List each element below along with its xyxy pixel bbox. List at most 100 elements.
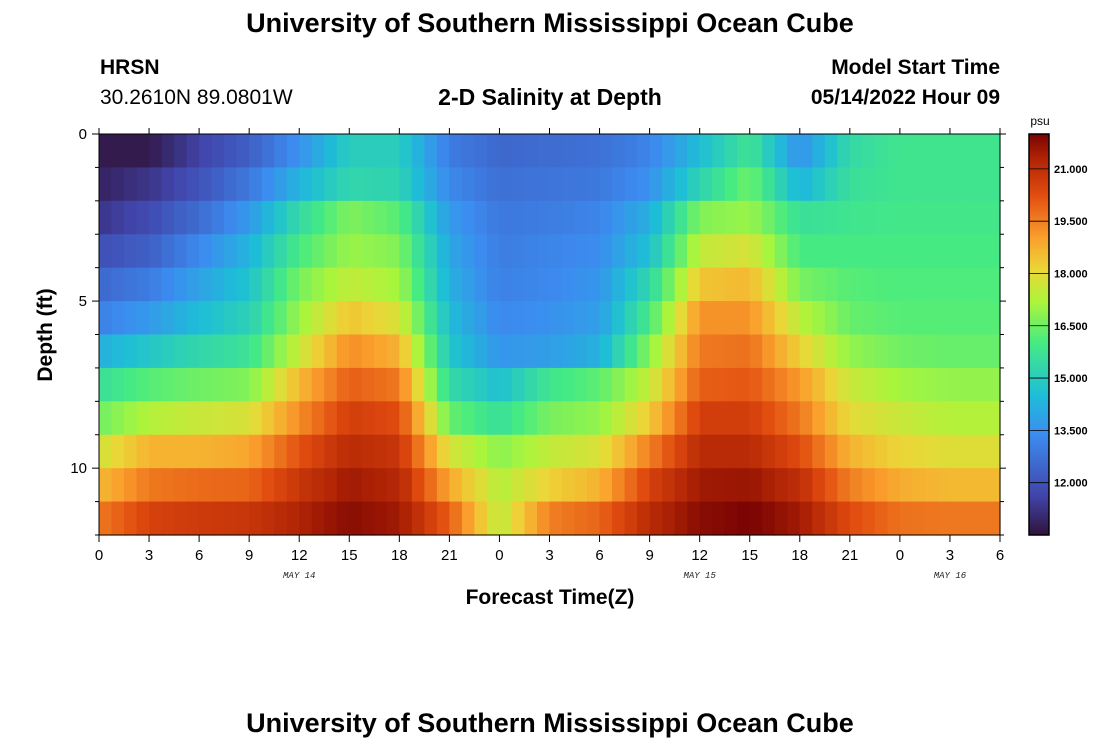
heatmap-cell bbox=[186, 468, 200, 503]
heatmap-cell bbox=[324, 134, 338, 169]
x-tick-label: 15 bbox=[741, 547, 758, 564]
heatmap-cell bbox=[749, 434, 763, 469]
heatmap-cell bbox=[174, 200, 188, 235]
heatmap-cell bbox=[974, 134, 989, 169]
heatmap-cell bbox=[812, 367, 826, 402]
heatmap-cell bbox=[799, 234, 813, 269]
heatmap-cell bbox=[887, 468, 901, 503]
heatmap-cell bbox=[311, 501, 325, 536]
heatmap-cell bbox=[699, 200, 713, 235]
model-start-value: 05/14/2022 Hour 09 bbox=[810, 86, 1000, 109]
heatmap-cell bbox=[687, 468, 701, 503]
model-start-label: Model Start Time bbox=[831, 56, 1000, 79]
heatmap-cell bbox=[962, 334, 976, 369]
heatmap-cell bbox=[874, 401, 888, 436]
heatmap-cell bbox=[937, 434, 951, 469]
heatmap-cell bbox=[349, 234, 363, 269]
heatmap-cell bbox=[511, 301, 526, 336]
heatmap-cell bbox=[374, 401, 388, 436]
heatmap-cell bbox=[549, 367, 563, 402]
heatmap-cell bbox=[887, 267, 901, 302]
heatmap-cell bbox=[949, 301, 964, 336]
heatmap-cell bbox=[837, 334, 851, 369]
heatmap-cell bbox=[374, 367, 388, 402]
main-title: University of Southern Mississippi Ocean… bbox=[246, 8, 854, 38]
heatmap-cell bbox=[574, 468, 588, 503]
heatmap-cell bbox=[562, 401, 576, 436]
heatmap-cell bbox=[386, 434, 400, 469]
heatmap-cell bbox=[674, 234, 688, 269]
x-tick-label: 12 bbox=[291, 547, 308, 564]
heatmap-cell bbox=[149, 267, 163, 302]
heatmap-cell bbox=[449, 134, 463, 169]
heatmap-cell bbox=[737, 501, 751, 536]
heatmap-cell bbox=[674, 501, 688, 536]
heatmap-cell bbox=[637, 367, 651, 402]
heatmap-cell bbox=[587, 501, 601, 536]
heatmap-cell bbox=[111, 234, 125, 269]
heatmap-cell bbox=[274, 334, 288, 369]
heatmap-cell bbox=[637, 401, 651, 436]
heatmap-cell bbox=[812, 401, 826, 436]
heatmap-cell bbox=[536, 468, 551, 503]
heatmap-cell bbox=[912, 468, 926, 503]
heatmap-cell bbox=[662, 367, 676, 402]
heatmap-cell bbox=[612, 401, 626, 436]
heatmap-cell bbox=[149, 501, 163, 536]
heatmap-cell bbox=[574, 334, 588, 369]
heatmap-cell bbox=[424, 367, 438, 402]
heatmap-cell bbox=[199, 234, 213, 269]
heatmap-cell bbox=[812, 301, 826, 336]
heatmap-cell bbox=[486, 234, 501, 269]
heatmap-cell bbox=[149, 434, 163, 469]
heatmap-cell bbox=[361, 234, 375, 269]
heatmap-cell bbox=[261, 200, 275, 235]
heatmap-cell bbox=[99, 167, 113, 202]
heatmap-cell bbox=[737, 401, 751, 436]
heatmap-cell bbox=[224, 200, 238, 235]
heatmap-cell bbox=[624, 267, 638, 302]
heatmap-cell bbox=[261, 167, 275, 202]
heatmap-cell bbox=[424, 501, 438, 536]
heatmap-cell bbox=[637, 301, 651, 336]
heatmap-cell bbox=[962, 434, 976, 469]
heatmap-cell bbox=[349, 267, 363, 302]
heatmap-cell bbox=[887, 334, 901, 369]
heatmap-cell bbox=[712, 401, 726, 436]
heatmap-cell bbox=[737, 234, 751, 269]
heatmap-cell bbox=[299, 200, 313, 235]
heatmap-cell bbox=[562, 200, 576, 235]
heatmap-cell bbox=[349, 434, 363, 469]
heatmap-cell bbox=[574, 367, 588, 402]
heatmap-cell bbox=[649, 401, 663, 436]
heatmap-cell bbox=[286, 267, 300, 302]
heatmap-cell bbox=[799, 134, 813, 169]
heatmap-cell bbox=[662, 334, 676, 369]
heatmap-cell bbox=[524, 468, 538, 503]
heatmap-cell bbox=[399, 434, 413, 469]
heatmap-cell bbox=[637, 501, 651, 536]
heatmap-cell bbox=[912, 334, 926, 369]
heatmap-cell bbox=[99, 501, 113, 536]
heatmap-cell bbox=[549, 468, 563, 503]
heatmap-cell bbox=[649, 167, 663, 202]
heatmap-cell bbox=[274, 301, 288, 336]
heatmap-cell bbox=[549, 301, 563, 336]
heatmap-cell bbox=[424, 200, 438, 235]
heatmap-cell bbox=[724, 134, 738, 169]
heatmap-cell bbox=[799, 301, 813, 336]
heatmap-cell bbox=[161, 367, 175, 402]
heatmap-cell bbox=[399, 501, 413, 536]
heatmap-cell bbox=[124, 134, 138, 169]
heatmap-cell bbox=[499, 167, 513, 202]
colorbar-ramp bbox=[1028, 133, 1050, 536]
heatmap-cell bbox=[874, 334, 888, 369]
heatmap-cell bbox=[649, 301, 663, 336]
heatmap-cell bbox=[499, 134, 513, 169]
heatmap-cell bbox=[99, 134, 113, 169]
heatmap-cell bbox=[136, 501, 150, 536]
heatmap-cell bbox=[949, 334, 964, 369]
heatmap-cell bbox=[299, 401, 313, 436]
heatmap-cell bbox=[987, 167, 1001, 202]
heatmap-cell bbox=[461, 301, 476, 336]
